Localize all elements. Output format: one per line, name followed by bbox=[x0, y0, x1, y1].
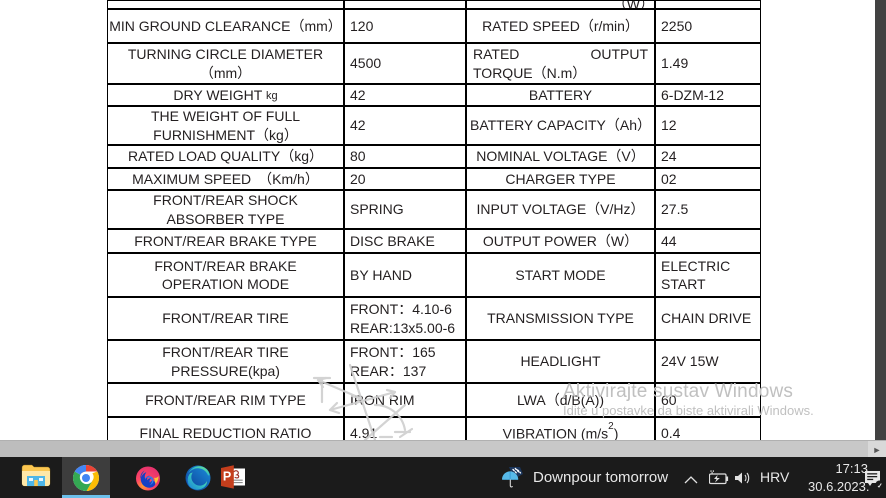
svg-text:P: P bbox=[223, 470, 231, 484]
